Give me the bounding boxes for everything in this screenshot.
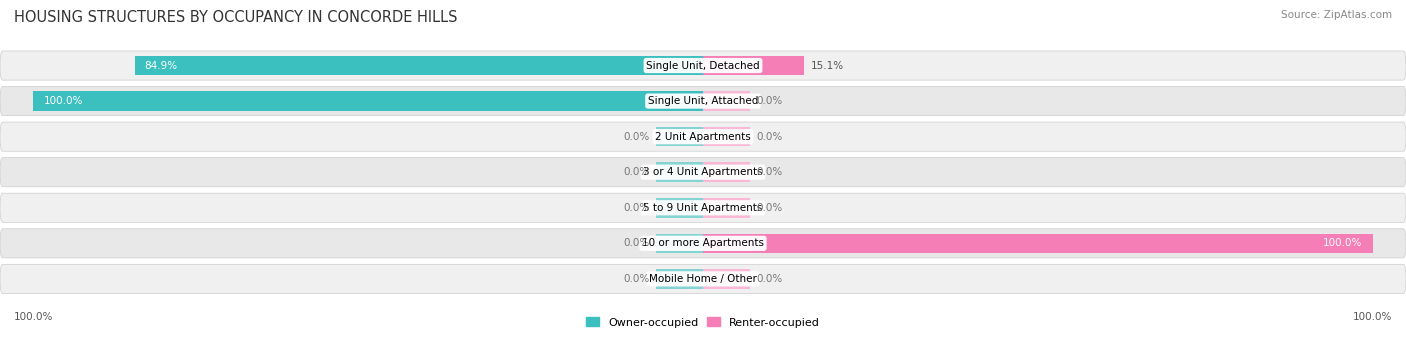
Bar: [657, 162, 703, 182]
Legend: Owner-occupied, Renter-occupied: Owner-occupied, Renter-occupied: [581, 313, 825, 332]
Text: 0.0%: 0.0%: [756, 203, 783, 213]
Text: 2 Unit Apartments: 2 Unit Apartments: [655, 132, 751, 142]
Bar: [703, 127, 749, 146]
Text: 100.0%: 100.0%: [44, 96, 83, 106]
Text: 0.0%: 0.0%: [623, 203, 650, 213]
Bar: [703, 198, 749, 218]
Text: Single Unit, Attached: Single Unit, Attached: [648, 96, 758, 106]
Text: 15.1%: 15.1%: [811, 60, 844, 71]
Text: 0.0%: 0.0%: [756, 167, 783, 177]
Bar: [657, 269, 703, 289]
FancyBboxPatch shape: [0, 264, 1406, 294]
FancyBboxPatch shape: [0, 158, 1406, 187]
Bar: [703, 91, 749, 111]
FancyBboxPatch shape: [0, 51, 1406, 80]
Text: 0.0%: 0.0%: [623, 274, 650, 284]
Bar: [657, 234, 703, 253]
Text: 100.0%: 100.0%: [14, 312, 53, 322]
Bar: [703, 162, 749, 182]
FancyBboxPatch shape: [0, 122, 1406, 151]
Text: 0.0%: 0.0%: [756, 274, 783, 284]
Bar: [703, 234, 1372, 253]
Text: 84.9%: 84.9%: [145, 60, 177, 71]
Bar: [703, 56, 804, 75]
Text: 0.0%: 0.0%: [756, 96, 783, 106]
Bar: [34, 91, 703, 111]
Text: Mobile Home / Other: Mobile Home / Other: [650, 274, 756, 284]
Text: 0.0%: 0.0%: [756, 132, 783, 142]
Text: 0.0%: 0.0%: [623, 167, 650, 177]
Text: 5 to 9 Unit Apartments: 5 to 9 Unit Apartments: [644, 203, 762, 213]
FancyBboxPatch shape: [0, 87, 1406, 116]
Bar: [657, 127, 703, 146]
Text: Single Unit, Detached: Single Unit, Detached: [647, 60, 759, 71]
Text: 0.0%: 0.0%: [623, 132, 650, 142]
Text: HOUSING STRUCTURES BY OCCUPANCY IN CONCORDE HILLS: HOUSING STRUCTURES BY OCCUPANCY IN CONCO…: [14, 10, 457, 25]
Text: Source: ZipAtlas.com: Source: ZipAtlas.com: [1281, 10, 1392, 20]
Text: 3 or 4 Unit Apartments: 3 or 4 Unit Apartments: [643, 167, 763, 177]
Text: 100.0%: 100.0%: [1323, 238, 1362, 248]
FancyBboxPatch shape: [0, 229, 1406, 258]
Bar: [135, 56, 703, 75]
Text: 10 or more Apartments: 10 or more Apartments: [643, 238, 763, 248]
Bar: [703, 269, 749, 289]
Bar: [657, 198, 703, 218]
Text: 100.0%: 100.0%: [1353, 312, 1392, 322]
Text: 0.0%: 0.0%: [623, 238, 650, 248]
FancyBboxPatch shape: [0, 193, 1406, 222]
